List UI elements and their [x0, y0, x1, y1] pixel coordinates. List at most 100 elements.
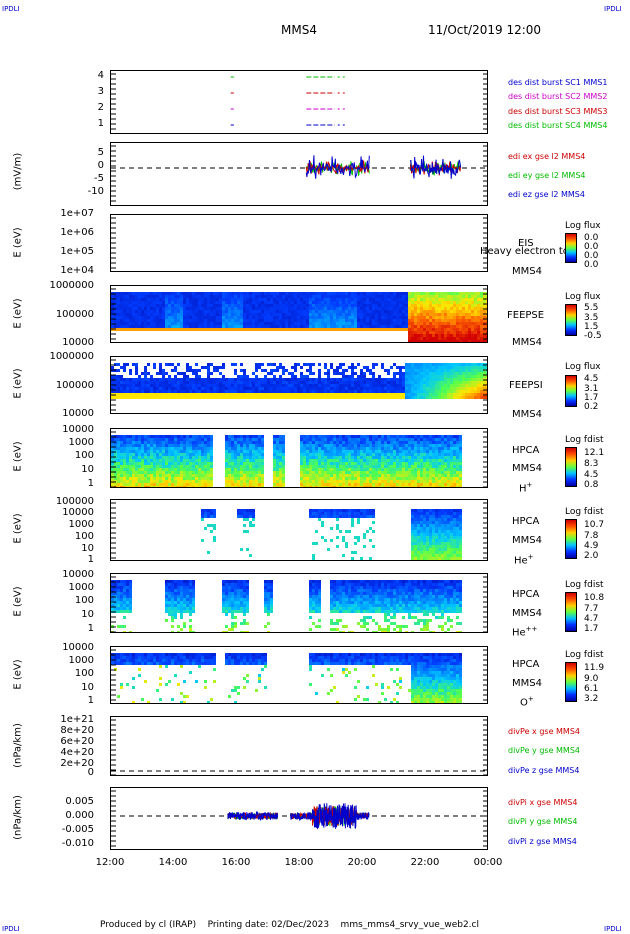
spectro-cell: [225, 313, 228, 316]
spectro-cell: [210, 292, 213, 295]
spectro-cell: [477, 325, 480, 328]
spectro-cell: [411, 447, 414, 450]
spectro-cell: [195, 384, 198, 387]
spectro-cell: [441, 456, 444, 459]
spectro-cell: [375, 387, 378, 390]
spectro-cell: [210, 310, 213, 313]
spectro-cell: [477, 313, 480, 316]
spectro-cell: [165, 441, 168, 444]
spectro-cell: [216, 298, 219, 301]
spectro-cell: [330, 298, 333, 301]
spectro-cell: [474, 387, 477, 390]
spectro-cell: [288, 328, 291, 331]
spectro-cell: [150, 465, 153, 468]
spectro-cell: [141, 438, 144, 441]
spectro-cell: [450, 340, 453, 342]
spectro-cell: [471, 298, 474, 301]
spectro-cell: [171, 301, 174, 304]
spectro-cell: [321, 441, 324, 444]
spectro-cell: [171, 319, 174, 322]
spectro-cell: [237, 387, 240, 390]
spectro-cell: [483, 316, 486, 319]
spectro-cell: [117, 292, 120, 295]
spectro-cell: [360, 372, 363, 375]
spectro-cell: [306, 310, 309, 313]
spectro-cell: [243, 316, 246, 319]
spectro-cell: [390, 366, 393, 369]
spectro-cell: [480, 366, 483, 369]
spectro-cell: [180, 462, 183, 465]
spectro-cell: [408, 298, 411, 301]
spectro-cell: [165, 313, 168, 316]
spectro-cell: [306, 378, 309, 381]
spectro-cell: [114, 310, 117, 313]
spectro-cell: [165, 319, 168, 322]
spectro-cell: [168, 292, 171, 295]
spectro-cell: [189, 396, 192, 399]
spectro-cell: [393, 465, 396, 468]
spectro-cell: [357, 310, 360, 313]
spectro-cell: [150, 453, 153, 456]
spectro-cell: [441, 444, 444, 447]
spectro-cell: [429, 301, 432, 304]
spectro-cell: [330, 310, 333, 313]
spectro-cell: [372, 453, 375, 456]
spectro-cell: [198, 453, 201, 456]
spectro-cell: [429, 328, 432, 331]
spectro-cell: [324, 295, 327, 298]
spectro-cell: [432, 369, 435, 372]
spectro-cell: [357, 459, 360, 462]
spectro-cell: [405, 480, 408, 483]
spectro-cell: [159, 471, 162, 474]
spectro-cell: [381, 396, 384, 399]
spectro-cell: [234, 471, 237, 474]
spectro-cell: [444, 334, 447, 337]
spectro-cell: [417, 310, 420, 313]
spectro-cell: [144, 328, 147, 331]
spectro-cell: [156, 328, 159, 331]
spectro-cell: [426, 468, 429, 471]
spectro-cell: [372, 462, 375, 465]
spectro-cell: [369, 378, 372, 381]
spectro-cell: [471, 304, 474, 307]
spectro-cell: [378, 396, 381, 399]
spectro-cell: [126, 328, 129, 331]
spectro-cell: [270, 396, 273, 399]
spectro-cell: [132, 438, 135, 441]
spectro-cell: [324, 444, 327, 447]
spectro-cell: [423, 474, 426, 477]
spectro-cell: [306, 462, 309, 465]
spectro-cell: [408, 316, 411, 319]
spectro-cell: [255, 325, 258, 328]
spectro-cell: [405, 381, 408, 384]
spectro-cell: [315, 295, 318, 298]
spectro-cell: [348, 444, 351, 447]
spectro-cell: [423, 375, 426, 378]
spectro-cell: [312, 468, 315, 471]
spectro-cell: [126, 384, 129, 387]
spectro-cell: [285, 328, 288, 331]
spectro-cell: [432, 334, 435, 337]
spectro-cell: [279, 298, 282, 301]
spectro-cell: [354, 310, 357, 313]
spectro-cell: [459, 295, 462, 298]
spectro-cell: [342, 456, 345, 459]
spectro-cell: [201, 459, 204, 462]
spectro-cell: [366, 486, 369, 487]
spectro-cell: [471, 331, 474, 334]
spectro-cell: [186, 387, 189, 390]
spectro-cell: [162, 450, 165, 453]
spectro-cell: [444, 340, 447, 342]
spectro-cell: [336, 372, 339, 375]
spectro-cell: [300, 301, 303, 304]
spectro-cell: [234, 292, 237, 295]
spectro-cell: [423, 307, 426, 310]
spectro-cell: [351, 301, 354, 304]
spectro-cell: [231, 480, 234, 483]
spectro-cell: [468, 331, 471, 334]
spectro-cell: [468, 375, 471, 378]
spectro-cell: [300, 453, 303, 456]
spectro-cell: [264, 384, 267, 387]
spectro-cell: [288, 325, 291, 328]
spectro-cell: [111, 438, 114, 441]
